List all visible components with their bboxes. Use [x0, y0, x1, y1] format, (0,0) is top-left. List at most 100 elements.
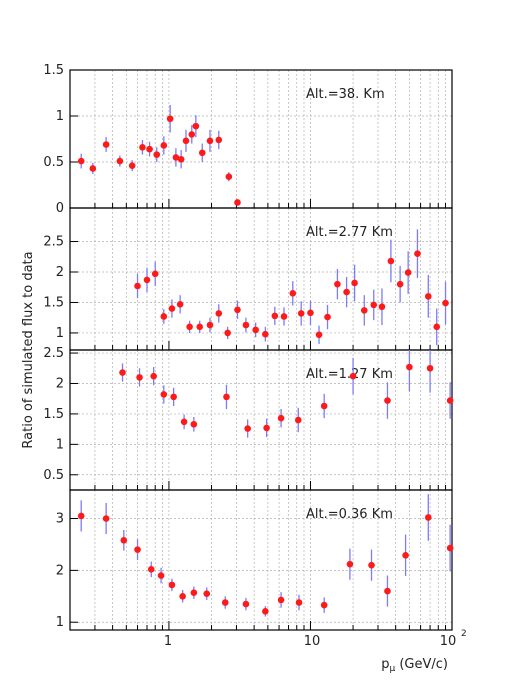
data-point: [225, 173, 233, 181]
y-tick-label: 2.5: [43, 346, 64, 361]
y-tick-label: 2: [56, 563, 64, 578]
y-tick-label: 2: [56, 376, 64, 391]
data-point: [196, 323, 204, 331]
data-point: [147, 566, 155, 573]
data-point: [221, 599, 229, 606]
data-point: [168, 581, 176, 589]
data-point: [277, 596, 285, 604]
data-point: [168, 305, 176, 312]
data-point: [387, 257, 395, 265]
x-axis-label-subscript: μ: [389, 664, 395, 674]
y-tick-label: 2: [56, 265, 64, 280]
data-point: [396, 280, 404, 288]
y-tick-label: 1: [56, 326, 64, 341]
data-point: [334, 280, 341, 288]
data-point: [442, 299, 449, 307]
data-point: [297, 310, 305, 317]
data-point: [404, 269, 412, 276]
data-point: [134, 282, 141, 290]
panel-annotation: Alt.=2.77 Km: [306, 225, 393, 240]
data-point: [177, 155, 185, 163]
x-tick-label-100-exponent: 2: [461, 629, 467, 639]
y-tick-label: 0: [56, 201, 64, 216]
data-point: [188, 131, 196, 138]
data-point: [346, 560, 354, 568]
data-point: [349, 372, 357, 380]
y-tick-label: 1.5: [43, 407, 64, 422]
data-point: [77, 157, 85, 165]
data-point: [446, 544, 454, 552]
panel-3: 0.5 1 1.5 2 2.5 Alt.=1.27 Km: [43, 346, 454, 491]
data-point: [271, 312, 279, 320]
data-point: [120, 536, 128, 544]
data-point: [234, 306, 241, 314]
data-point: [139, 143, 146, 151]
data-point: [262, 608, 269, 615]
data-point: [295, 599, 303, 606]
data-point: [424, 514, 432, 521]
panel-frame: [69, 349, 453, 491]
panel-2: 1 1.5 2 2.5 Alt.=2.77 Km: [43, 207, 453, 351]
data-point: [343, 288, 350, 296]
data-point: [280, 313, 288, 320]
data-point: [320, 601, 328, 609]
x-tick-label-1: 1: [164, 634, 172, 649]
panel-annotation: Alt.=38. Km: [306, 87, 385, 102]
data-point: [242, 321, 250, 329]
data-point: [77, 512, 85, 520]
data-point: [136, 374, 143, 381]
data-point: [215, 310, 223, 317]
data-point: [252, 326, 259, 334]
data-point: [242, 600, 250, 608]
x-axis: 1 10 10 2 pμ (GeV/c): [164, 629, 467, 674]
y-tick-label: 1.5: [43, 63, 64, 78]
data-point: [426, 364, 434, 372]
panel-frame: [69, 207, 453, 351]
data-point: [262, 330, 269, 338]
data-point: [370, 301, 378, 309]
panel-1: 0 0.5 1 1.5 Alt.=38. Km: [43, 63, 453, 216]
data-point: [150, 372, 157, 380]
data-point: [128, 162, 136, 169]
data-point: [320, 402, 328, 410]
data-point: [119, 369, 126, 376]
data-point: [378, 303, 386, 311]
data-point: [134, 546, 141, 553]
data-point: [190, 420, 198, 428]
x-axis-label-units: (GeV/c): [395, 657, 448, 672]
data-point: [172, 154, 180, 161]
data-point: [170, 393, 177, 401]
data-point: [368, 561, 375, 569]
x-axis-label: pμ (GeV/c): [381, 657, 448, 674]
data-point: [307, 309, 314, 317]
data-point: [146, 145, 153, 153]
data-point: [180, 418, 188, 426]
data-point: [234, 199, 241, 206]
panel-annotation: Alt.=1.27 Km: [306, 367, 393, 382]
data-point: [433, 323, 441, 331]
panels-group: 0 0.5 1 1.5 Alt.=38. Km 1 1.5 2 2.5 Alt.=2.77 Km 0…: [43, 63, 454, 631]
data-point: [116, 157, 124, 165]
data-point: [179, 592, 186, 600]
data-point: [289, 290, 297, 297]
data-point: [277, 414, 285, 422]
data-point: [424, 293, 432, 300]
y-tick-label: 1: [56, 437, 64, 452]
data-point: [198, 149, 206, 157]
data-point: [143, 276, 151, 284]
data-point: [223, 393, 230, 401]
data-point: [315, 331, 323, 339]
data-point: [224, 329, 231, 337]
data-point: [203, 590, 211, 598]
y-tick-label: 1: [56, 615, 64, 630]
data-point: [360, 307, 368, 314]
data-point: [215, 136, 223, 144]
data-point: [324, 313, 331, 321]
panel-4: 1 2 3 Alt.=0.36 Km: [56, 489, 454, 631]
data-point: [244, 425, 251, 432]
data-point: [190, 589, 198, 596]
x-axis-label-main: p: [381, 657, 389, 672]
data-point: [166, 115, 174, 123]
data-point: [160, 142, 168, 149]
